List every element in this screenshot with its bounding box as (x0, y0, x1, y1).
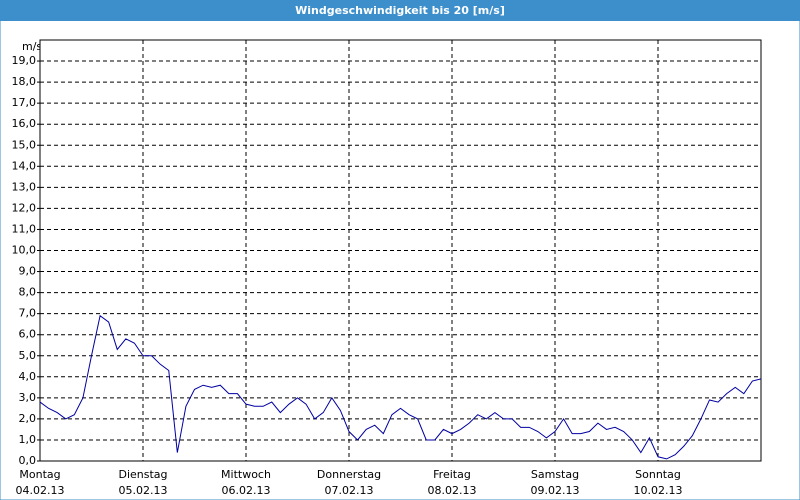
data-line (39, 314, 762, 460)
x-tick-label: Montag (19, 468, 60, 481)
x-tick-date: 08.02.13 (428, 484, 477, 497)
x-tick-label: Freitag (433, 468, 471, 481)
x-tick-date: 10.02.13 (634, 484, 683, 497)
y-axis-label: m/s (22, 40, 42, 53)
y-tick-label: 12,0 (12, 201, 37, 214)
title-bar (0, 0, 800, 21)
y-tick-label: 15,0 (12, 138, 37, 151)
x-tick-date: 06.02.13 (222, 484, 271, 497)
x-tick-label: Mittwoch (221, 468, 271, 481)
y-tick-label: 5,0 (19, 349, 37, 362)
y-tick-label: 10,0 (12, 244, 37, 257)
x-tick-label: Samstag (531, 468, 579, 481)
y-tick-label: 17,0 (12, 96, 37, 109)
chart-title: Windgeschwindigkeit bis 20 [m/s] (295, 4, 505, 17)
y-tick-label: 14,0 (12, 159, 37, 172)
y-tick-label: 8,0 (19, 286, 37, 299)
y-tick-label: 0,0 (19, 454, 37, 467)
y-tick-label: 3,0 (19, 391, 37, 404)
x-tick-date: 07.02.13 (325, 484, 374, 497)
y-tick-label: 11,0 (12, 222, 37, 235)
x-tick-date: 09.02.13 (531, 484, 580, 497)
x-tick-label: Donnerstag (317, 468, 381, 481)
x-tick-date: 05.02.13 (119, 484, 168, 497)
y-tick-label: 16,0 (12, 117, 37, 130)
x-tick-date: 04.02.13 (16, 484, 65, 497)
x-tick-label: Dienstag (118, 468, 167, 481)
y-tick-label: 9,0 (19, 265, 37, 278)
y-tick-label: 4,0 (19, 370, 37, 383)
x-tick-label: Sonntag (635, 468, 681, 481)
y-tick-label: 7,0 (19, 307, 37, 320)
y-tick-label: 2,0 (19, 412, 37, 425)
y-tick-label: 18,0 (12, 75, 37, 88)
y-tick-label: 1,0 (19, 433, 37, 446)
y-tick-label: 19,0 (12, 54, 37, 67)
y-tick-label: 6,0 (19, 328, 37, 341)
y-tick-label: 13,0 (12, 180, 37, 193)
